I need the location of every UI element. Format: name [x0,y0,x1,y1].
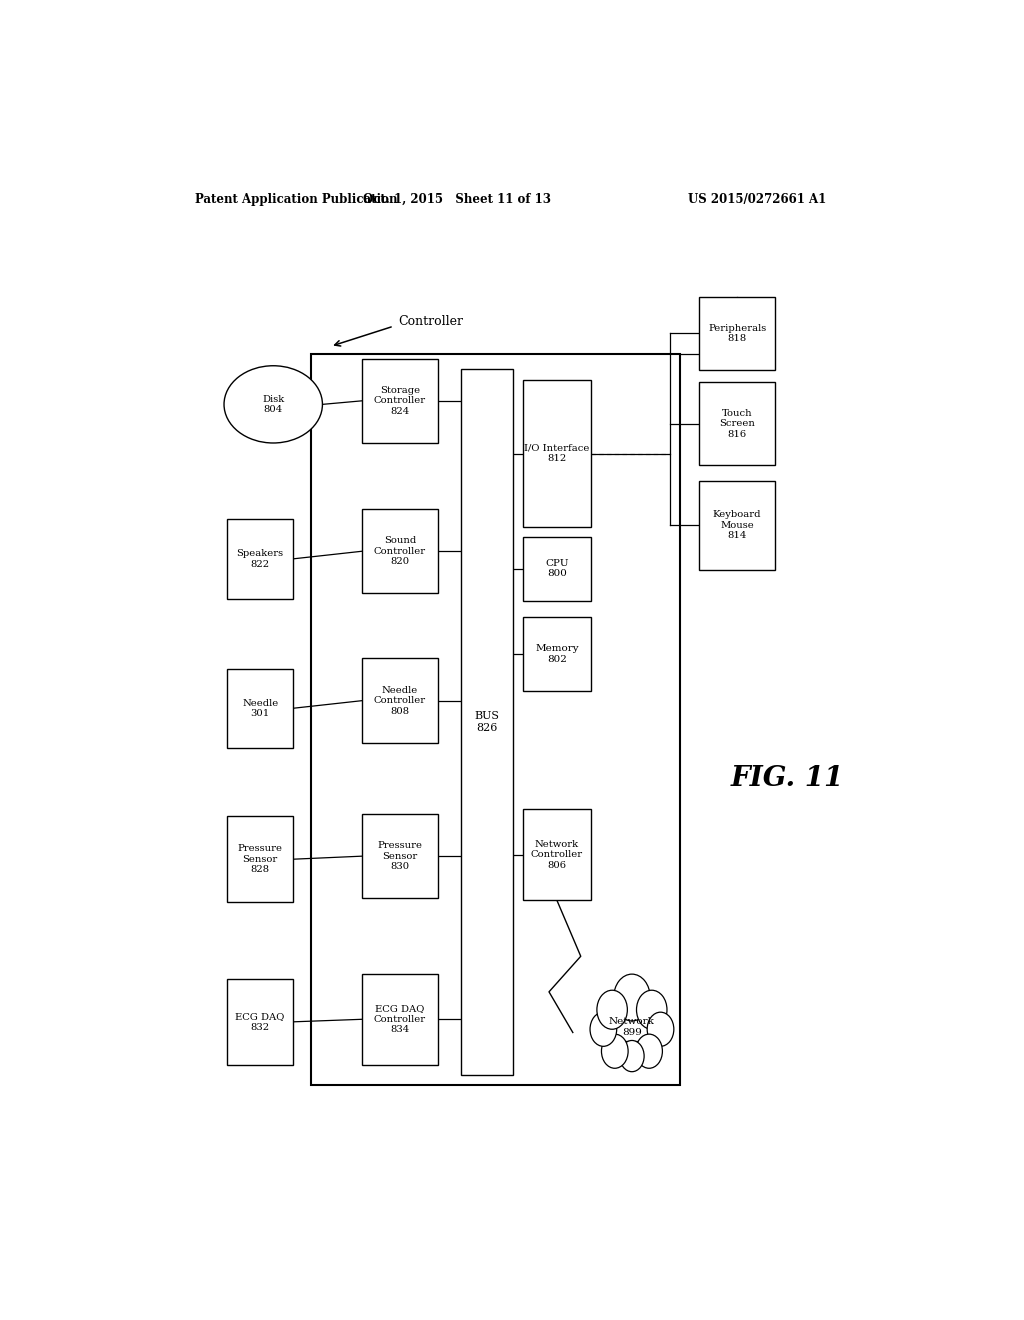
FancyBboxPatch shape [523,809,591,900]
Circle shape [636,1034,663,1068]
Text: Needle
Controller
808: Needle Controller 808 [374,686,426,715]
Circle shape [620,1040,644,1072]
Text: Memory
802: Memory 802 [536,644,579,664]
Text: FIG. 11: FIG. 11 [731,764,845,792]
Text: Peripherals
818: Peripherals 818 [708,323,766,343]
FancyBboxPatch shape [227,669,293,748]
Text: ECG DAQ
832: ECG DAQ 832 [236,1012,285,1031]
Text: Needle
301: Needle 301 [242,698,279,718]
Text: Speakers
822: Speakers 822 [237,549,284,569]
Text: US 2015/0272661 A1: US 2015/0272661 A1 [688,193,826,206]
FancyBboxPatch shape [699,480,775,570]
Text: Disk
804: Disk 804 [262,395,285,414]
Circle shape [590,1012,616,1047]
FancyBboxPatch shape [523,536,591,601]
FancyBboxPatch shape [362,659,437,743]
FancyBboxPatch shape [699,297,775,370]
Polygon shape [600,1019,665,1039]
Text: Keyboard
Mouse
814: Keyboard Mouse 814 [713,511,761,540]
Circle shape [637,990,667,1030]
Text: Network
899: Network 899 [609,1018,655,1036]
Text: Sound
Controller
820: Sound Controller 820 [374,536,426,566]
FancyBboxPatch shape [227,978,293,1065]
FancyBboxPatch shape [362,359,437,444]
Ellipse shape [224,366,323,444]
FancyBboxPatch shape [699,381,775,466]
Circle shape [613,974,650,1020]
FancyBboxPatch shape [227,816,293,903]
Circle shape [601,1034,628,1068]
Circle shape [597,990,628,1030]
Text: BUS
826: BUS 826 [474,711,500,733]
FancyBboxPatch shape [362,510,437,594]
FancyBboxPatch shape [227,519,293,598]
Text: ECG DAQ
Controller
834: ECG DAQ Controller 834 [374,1005,426,1034]
Text: Touch
Screen
816: Touch Screen 816 [719,409,755,438]
Text: Network
Controller
806: Network Controller 806 [530,840,583,870]
FancyBboxPatch shape [362,974,437,1065]
Text: I/O Interface
812: I/O Interface 812 [524,444,590,463]
Text: Pressure
Sensor
828: Pressure Sensor 828 [238,845,283,874]
FancyBboxPatch shape [523,616,591,690]
Text: Oct. 1, 2015   Sheet 11 of 13: Oct. 1, 2015 Sheet 11 of 13 [364,193,551,206]
Circle shape [647,1012,674,1047]
FancyBboxPatch shape [523,380,591,528]
Text: Patent Application Publication: Patent Application Publication [196,193,398,206]
FancyBboxPatch shape [362,814,437,899]
FancyBboxPatch shape [461,368,513,1076]
Text: CPU
800: CPU 800 [545,558,568,578]
Text: Storage
Controller
824: Storage Controller 824 [374,385,426,416]
Text: Pressure
Sensor
830: Pressure Sensor 830 [377,841,422,871]
Text: Controller: Controller [397,314,463,327]
